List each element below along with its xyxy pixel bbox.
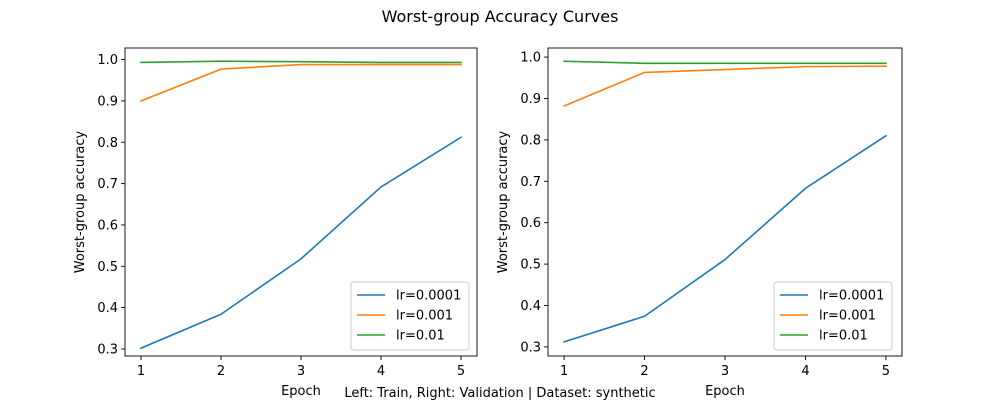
y-axis-label: Worst-group accuracy bbox=[496, 130, 511, 273]
train-panel: 1 2 3 4 5 0.3 0.4 0.5 0.6 0.7 0.8 0.9 1.0 Epoch Worst-… bbox=[73, 47, 478, 399]
y-tick-label: 0.5 bbox=[520, 258, 541, 273]
y-tick-label: 0.7 bbox=[97, 177, 118, 192]
y-tick-label: 0.3 bbox=[520, 340, 541, 355]
y-tick-label: 0.8 bbox=[97, 136, 118, 151]
y-tick-label: 1.0 bbox=[97, 53, 118, 68]
y-tick-label: 0.4 bbox=[97, 301, 118, 316]
y-tick-label: 0.4 bbox=[520, 299, 541, 314]
legend-label: lr=0.001 bbox=[819, 309, 876, 324]
y-tick-label: 0.3 bbox=[97, 342, 118, 357]
legend-label: lr=0.001 bbox=[396, 309, 453, 324]
x-tick-label: 4 bbox=[377, 364, 385, 379]
x-tick-label: 2 bbox=[640, 364, 648, 379]
y-tick-label: 0.5 bbox=[97, 260, 118, 275]
legend-box bbox=[773, 281, 893, 351]
x-tick-label: 4 bbox=[801, 364, 809, 379]
x-tick-label: 1 bbox=[560, 364, 568, 379]
figure-caption: Left: Train, Right: Validation | Dataset… bbox=[344, 386, 655, 400]
y-tick-label: 0.6 bbox=[520, 216, 541, 231]
y-tick-label: 0.9 bbox=[97, 94, 118, 109]
x-axis-label: Epoch bbox=[705, 384, 745, 399]
legend: lr=0.0001 lr=0.001 lr=0.01 bbox=[773, 281, 893, 351]
legend-label: lr=0.01 bbox=[819, 329, 868, 344]
legend-label: lr=0.0001 bbox=[819, 289, 884, 304]
x-axis-label: Epoch bbox=[281, 384, 321, 399]
series-line-lr=0.01 bbox=[563, 60, 887, 65]
y-tick-label: 0.9 bbox=[520, 92, 541, 107]
legend-label: lr=0.01 bbox=[396, 329, 445, 344]
series-line-lr=0.001 bbox=[563, 65, 887, 108]
series-line-lr=0.0001 bbox=[563, 134, 888, 343]
x-tick-label: 5 bbox=[457, 364, 465, 379]
y-axis-label: Worst-group accuracy bbox=[73, 130, 88, 273]
figure-title: Worst-group Accuracy Curves bbox=[382, 7, 619, 26]
y-tick-label: 0.7 bbox=[520, 175, 541, 190]
x-tick-label: 3 bbox=[721, 364, 729, 379]
y-tick-label: 0.8 bbox=[520, 133, 541, 148]
legend-label: lr=0.0001 bbox=[396, 289, 461, 304]
series-line-lr=0.01 bbox=[140, 60, 462, 64]
legend-box bbox=[350, 281, 470, 351]
x-tick-label: 5 bbox=[882, 364, 890, 379]
y-tick-label: 0.6 bbox=[97, 218, 118, 233]
validation-panel: 1 2 3 4 5 0.3 0.4 0.5 0.6 0.7 0.8 0.9 1.0 Epoch Worst-… bbox=[496, 47, 903, 399]
series-line-lr=0.0001 bbox=[139, 136, 463, 350]
legend: lr=0.0001 lr=0.001 lr=0.01 bbox=[350, 281, 470, 351]
x-tick-label: 2 bbox=[217, 364, 225, 379]
series-line-lr=0.001 bbox=[139, 63, 462, 102]
x-tick-label: 3 bbox=[297, 364, 305, 379]
x-tick-label: 1 bbox=[137, 364, 145, 379]
y-tick-label: 1.0 bbox=[520, 51, 541, 66]
